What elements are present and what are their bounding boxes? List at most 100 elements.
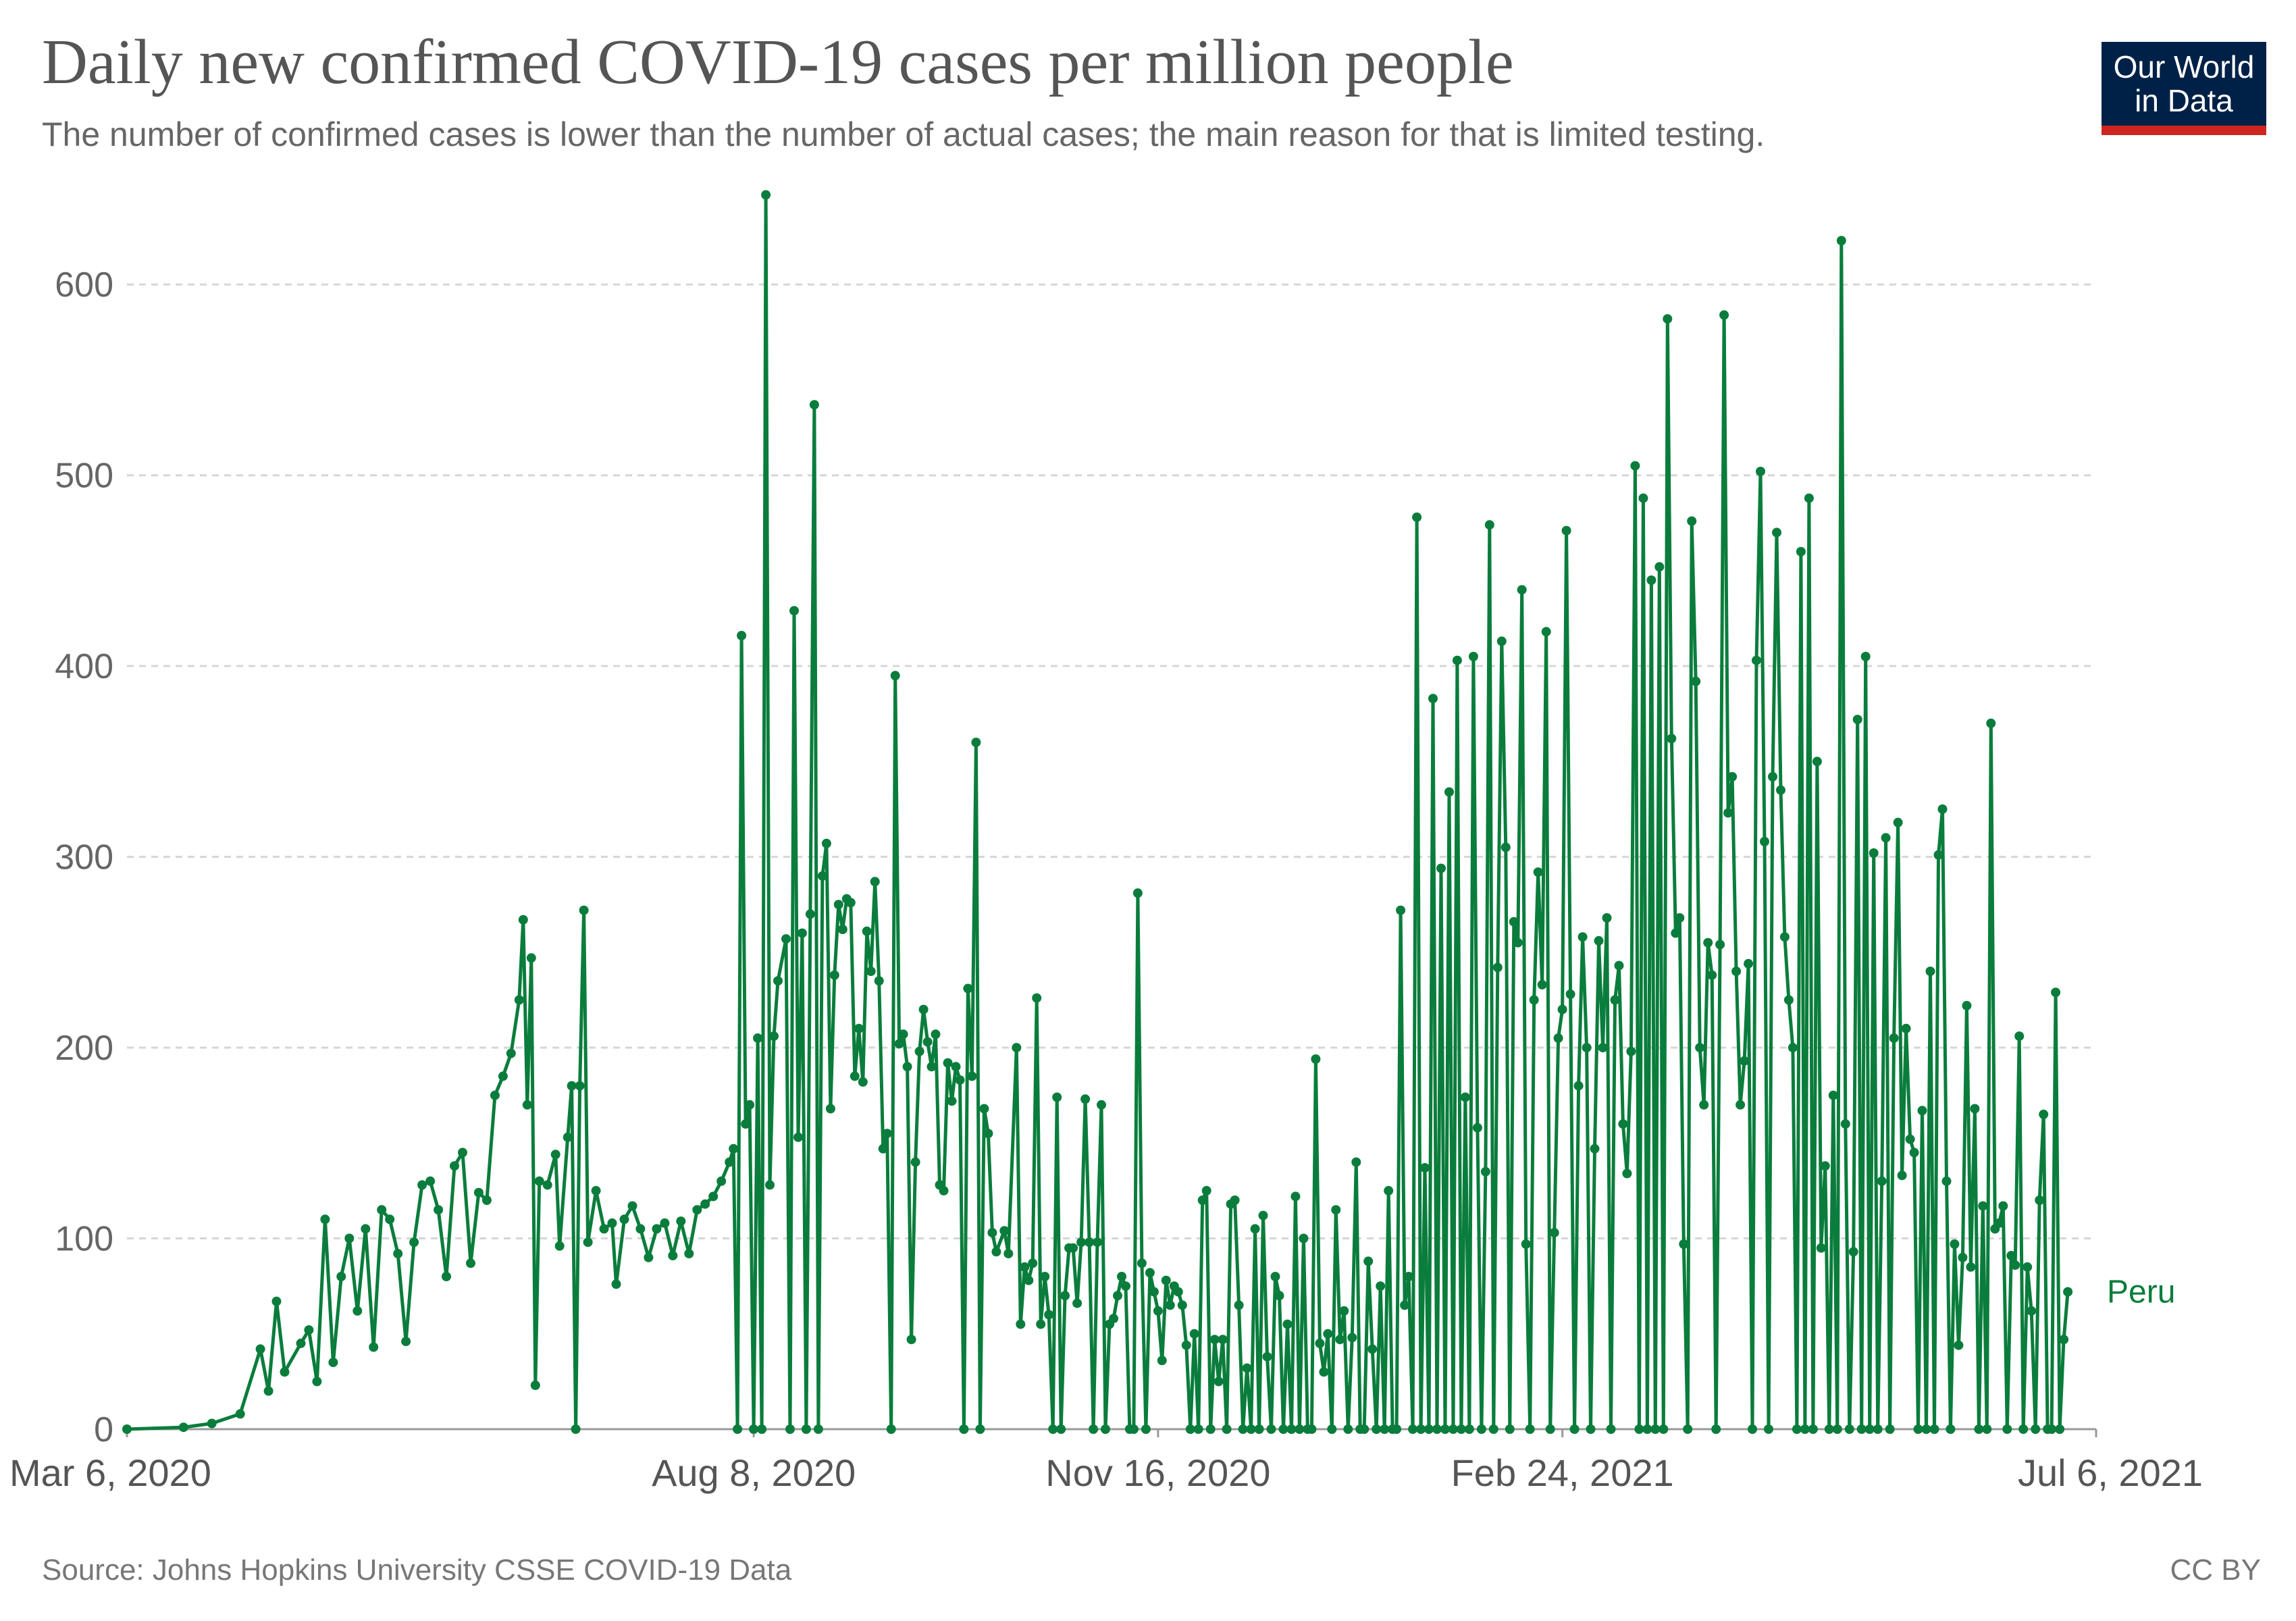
data-point[interactable] (878, 1143, 888, 1154)
data-point[interactable] (1848, 1247, 1858, 1257)
data-point[interactable] (1618, 1119, 1628, 1129)
data-point[interactable] (235, 1409, 245, 1419)
data-point[interactable] (518, 915, 528, 925)
data-point[interactable] (1897, 1170, 1907, 1181)
data-point[interactable] (1707, 970, 1717, 980)
data-point[interactable] (837, 925, 847, 934)
data-point[interactable] (1141, 1424, 1151, 1434)
data-point[interactable] (943, 1058, 953, 1068)
data-point[interactable] (1347, 1333, 1357, 1343)
data-point[interactable] (320, 1214, 330, 1225)
data-point[interactable] (716, 1176, 727, 1186)
series-peru-points[interactable] (122, 190, 2073, 1435)
data-point[interactable] (1068, 1243, 1078, 1253)
data-point[interactable] (385, 1214, 395, 1225)
data-point[interactable] (1679, 1239, 1689, 1249)
data-point[interactable] (1149, 1287, 1159, 1297)
data-point[interactable] (1941, 1176, 1952, 1186)
data-point[interactable] (2018, 1424, 2029, 1434)
data-point[interactable] (1768, 772, 1777, 781)
data-point[interactable] (1404, 1272, 1414, 1281)
data-point[interactable] (741, 1119, 751, 1129)
data-point[interactable] (1752, 655, 1761, 665)
data-point[interactable] (1602, 913, 1612, 923)
data-point[interactable] (1824, 1424, 1834, 1434)
data-point[interactable] (1335, 1335, 1345, 1345)
data-point[interactable] (1400, 1300, 1410, 1310)
data-point[interactable] (947, 1096, 957, 1106)
data-point[interactable] (1040, 1272, 1050, 1281)
data-point[interactable] (1869, 848, 1879, 858)
data-point[interactable] (1541, 627, 1551, 637)
data-point[interactable] (1392, 1424, 1402, 1434)
data-point[interactable] (1003, 1249, 1014, 1259)
data-point[interactable] (955, 1075, 965, 1085)
data-point[interactable] (1464, 1424, 1474, 1434)
data-point[interactable] (1412, 512, 1422, 522)
data-point[interactable] (1480, 1166, 1490, 1177)
data-point[interactable] (1056, 1424, 1066, 1434)
data-point[interactable] (1331, 1205, 1341, 1215)
data-point[interactable] (1246, 1424, 1256, 1434)
data-point[interactable] (761, 190, 771, 200)
data-point[interactable] (870, 877, 880, 887)
data-point[interactable] (1744, 958, 1754, 969)
data-point[interactable] (1173, 1287, 1183, 1297)
data-point[interactable] (1905, 1134, 1915, 1144)
data-point[interactable] (1598, 1043, 1608, 1053)
data-point[interactable] (1428, 694, 1438, 704)
data-point[interactable] (393, 1249, 403, 1259)
data-point[interactable] (1715, 940, 1725, 950)
data-point[interactable] (906, 1335, 916, 1345)
data-point[interactable] (1864, 1424, 1875, 1434)
data-point[interactable] (1569, 1424, 1580, 1434)
data-point[interactable] (1885, 1424, 1895, 1434)
data-point[interactable] (1472, 1123, 1482, 1133)
data-point[interactable] (668, 1251, 678, 1260)
data-point[interactable] (1828, 1090, 1838, 1100)
data-point[interactable] (1691, 676, 1701, 686)
data-point[interactable] (1933, 850, 1943, 860)
data-point[interactable] (1444, 787, 1454, 797)
data-point[interactable] (1917, 1106, 1927, 1116)
data-point[interactable] (336, 1272, 346, 1281)
data-point[interactable] (676, 1216, 686, 1227)
data-point[interactable] (1594, 935, 1604, 946)
data-point[interactable] (1323, 1329, 1333, 1339)
data-point[interactable] (833, 900, 843, 910)
data-point[interactable] (1998, 1201, 2008, 1211)
data-point[interactable] (1343, 1424, 1353, 1434)
data-point[interactable] (1638, 493, 1648, 503)
data-point[interactable] (1295, 1424, 1305, 1434)
data-point[interactable] (789, 606, 799, 616)
data-point[interactable] (1165, 1300, 1175, 1310)
data-point[interactable] (898, 1029, 908, 1039)
data-point[interactable] (1372, 1424, 1382, 1434)
data-point[interactable] (927, 1062, 937, 1072)
data-point[interactable] (361, 1224, 371, 1234)
data-point[interactable] (1832, 1424, 1842, 1434)
data-point[interactable] (1950, 1239, 1960, 1249)
data-point[interactable] (1032, 993, 1042, 1003)
data-point[interactable] (1145, 1268, 1155, 1278)
data-point[interactable] (931, 1029, 941, 1039)
data-point[interactable] (1667, 734, 1677, 744)
data-point[interactable] (1242, 1363, 1252, 1373)
data-point[interactable] (1796, 546, 1806, 557)
data-point[interactable] (1772, 528, 1781, 538)
data-point[interactable] (498, 1071, 508, 1081)
data-point[interactable] (1779, 932, 1790, 942)
data-point[interactable] (1537, 979, 1547, 989)
data-point[interactable] (2059, 1335, 2069, 1345)
data-point[interactable] (1121, 1281, 1130, 1291)
data-point[interactable] (1792, 1424, 1802, 1434)
data-point[interactable] (344, 1233, 355, 1243)
data-point[interactable] (1440, 1424, 1450, 1434)
data-point[interactable] (914, 1046, 924, 1056)
data-point[interactable] (1396, 905, 1406, 915)
data-point[interactable] (1153, 1306, 1163, 1316)
data-point[interactable] (409, 1237, 419, 1247)
data-point[interactable] (1812, 756, 1822, 767)
data-point[interactable] (1756, 467, 1765, 476)
data-point[interactable] (1699, 1100, 1709, 1110)
